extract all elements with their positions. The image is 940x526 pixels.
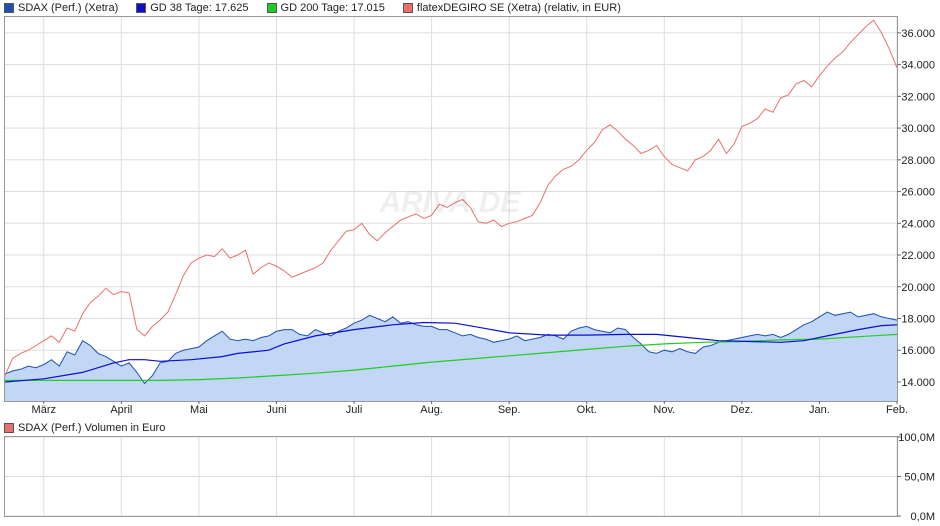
flatex-series-line (4, 19, 898, 376)
legend-swatch-gd38 (136, 3, 147, 13)
main-y-tick-label: 18.000 (901, 313, 935, 325)
main-x-tick-label: Sep. (498, 404, 521, 416)
legend-item-flatex: flatexDEGIRO SE (Xetra) (relativ, in EUR… (402, 2, 621, 14)
main-y-tick-label: 28.000 (901, 155, 935, 167)
legend-item-gd200: GD 200 Tage: 17.015 (266, 2, 385, 14)
legend-label-flatex: flatexDEGIRO SE (Xetra) (relativ, in EUR… (416, 2, 621, 14)
gd38-series-line (4, 321, 898, 383)
legend-item-gd38: GD 38 Tage: 17.625 (136, 2, 249, 14)
gd200-series-line (5, 333, 898, 381)
volume-legend-swatch (4, 423, 14, 433)
main-x-tick-label: Feb. (886, 404, 908, 416)
main-x-tick-label: Aug. (420, 404, 443, 416)
main-x-tick-label: Juli (346, 404, 363, 416)
legend-swatch-flatex (402, 3, 413, 13)
legend-label-sdax: SDAX (Perf.) (Xetra) (18, 2, 119, 14)
legend-swatch-gd200 (266, 3, 277, 13)
main-y-tick-label: 20.000 (901, 282, 935, 294)
main-y-axis: 14.000 16.000 18.000 20.000 22.000 24.000 26.0… (897, 28, 935, 389)
main-x-tick-label: Dez. (731, 404, 754, 416)
sdax-series-line (4, 311, 898, 385)
main-y-tick-label: 16.000 (901, 345, 935, 357)
main-x-tick-label: Okt. (577, 404, 597, 416)
main-x-axis: März April Mai Juni Juli Aug. Sep. Okt. Nov. Dez.… (32, 401, 908, 416)
main-y-tick-label: 26.000 (901, 187, 935, 199)
volume-grid (5, 436, 898, 517)
volume-y-tick-label: 100,0M (898, 432, 935, 444)
main-y-tick-label: 14.000 (901, 377, 935, 389)
main-price-chart: ARIVA.DE 14.000 16.000 18.000 20.000 22.000 2… (4, 16, 935, 416)
legend-label-gd200: GD 200 Tage: 17.015 (280, 2, 385, 14)
legend-swatch-sdax (4, 3, 14, 13)
volume-plot-frame (4, 436, 898, 517)
main-y-tick-label: 22.000 (901, 250, 935, 262)
main-series-layer (4, 19, 898, 401)
main-x-tick-label: Mai (190, 404, 208, 416)
volume-legend-label: SDAX (Perf.) Volumen in Euro (18, 422, 166, 434)
sdax-area-fill (5, 312, 897, 401)
volume-y-tick-label: 50,0M (904, 472, 935, 484)
main-y-tick-label: 34.000 (901, 60, 935, 72)
main-y-tick-label: 36.000 (901, 28, 935, 40)
legend-item-sdax: SDAX (Perf.) (Xetra) (4, 2, 118, 14)
main-x-tick-label: Jan. (809, 404, 830, 416)
chart-legend: SDAX (Perf.) (Xetra) GD 38 Tage: 17.625 … (4, 1, 621, 15)
main-x-tick-label: April (110, 404, 132, 416)
main-y-tick-label: 24.000 (901, 218, 935, 230)
main-y-tick-label: 30.000 (901, 123, 935, 135)
volume-y-tick-label: 0,0M (911, 511, 935, 523)
main-plot-frame (4, 16, 898, 402)
main-x-tick-label: Juni (266, 404, 286, 416)
main-y-tick-label: 32.000 (901, 91, 935, 103)
volume-legend: SDAX (Perf.) Volumen in Euro (4, 422, 165, 434)
main-x-tick-label: Nov. (653, 404, 675, 416)
legend-label-gd38: GD 38 Tage: 17.625 (150, 2, 249, 14)
main-x-tick-label: März (32, 404, 56, 416)
watermark-text: ARIVA.DE (378, 186, 521, 219)
volume-y-axis: 0,0M 50,0M 100,0M (897, 432, 935, 523)
